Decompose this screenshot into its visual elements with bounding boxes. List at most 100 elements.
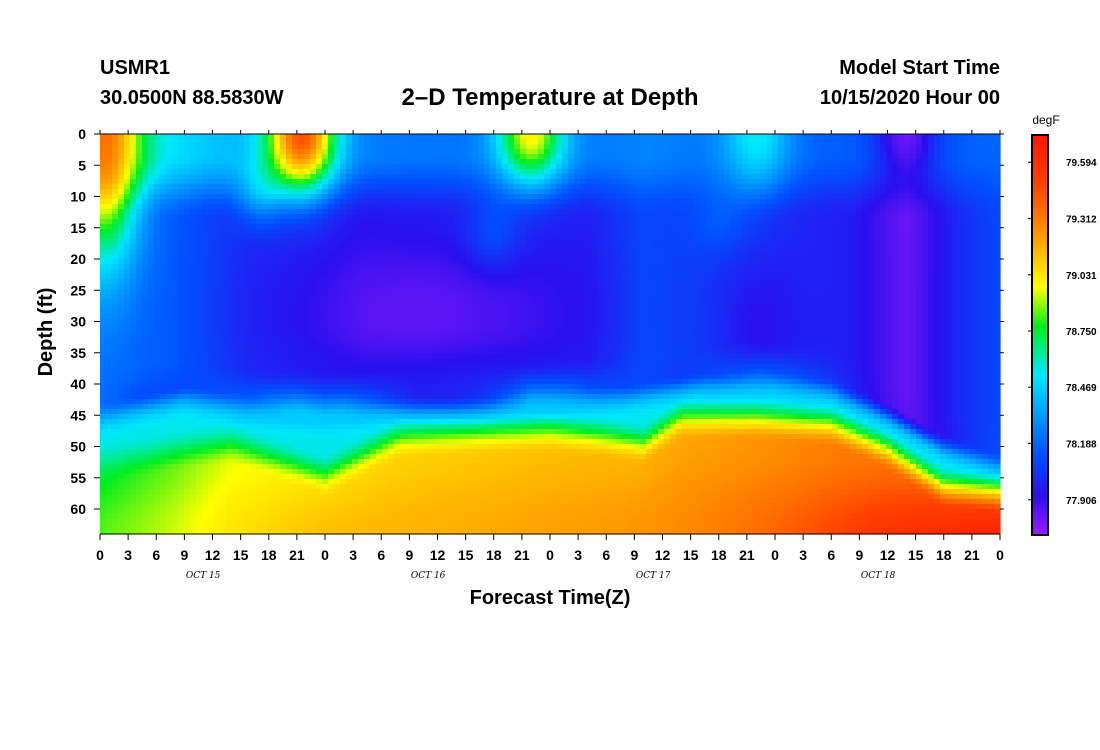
heatmap-cell (892, 159, 899, 165)
heatmap-cell (664, 234, 671, 240)
heatmap-cell (898, 134, 905, 140)
heatmap-cell (316, 294, 323, 300)
heatmap-cell (196, 164, 203, 170)
heatmap-cell (412, 264, 419, 270)
heatmap-cell (466, 194, 473, 200)
heatmap-cell (886, 189, 893, 195)
heatmap-cell (916, 264, 923, 270)
heatmap-cell (346, 279, 353, 285)
heatmap-cell (724, 284, 731, 290)
heatmap-cell (130, 259, 137, 265)
heatmap-cell (784, 229, 791, 235)
heatmap-cell (334, 139, 341, 145)
heatmap-cell (772, 249, 779, 255)
heatmap-cell (220, 259, 227, 265)
heatmap-cell (748, 239, 755, 245)
heatmap-cell (826, 139, 833, 145)
heatmap-cell (574, 269, 581, 275)
heatmap-cell (574, 254, 581, 260)
heatmap-cell (478, 274, 485, 280)
heatmap-cell (346, 179, 353, 185)
heatmap-cell (220, 269, 227, 275)
heatmap-cell (118, 254, 125, 260)
heatmap-cell (328, 254, 335, 260)
heatmap-cell (370, 254, 377, 260)
heatmap-cell (898, 264, 905, 270)
heatmap-cell (898, 274, 905, 280)
heatmap-cell (376, 159, 383, 165)
heatmap-cell (544, 174, 551, 180)
heatmap-cell (742, 179, 749, 185)
heatmap-cell (136, 204, 143, 210)
heatmap-cell (250, 159, 257, 165)
heatmap-cell (832, 154, 839, 160)
heatmap-cell (286, 144, 293, 150)
heatmap-cell (586, 224, 593, 230)
heatmap-cell (190, 199, 197, 205)
heatmap-cell (454, 149, 461, 155)
heatmap-cell (124, 214, 131, 220)
heatmap-cell (292, 299, 299, 305)
heatmap-cell (700, 289, 707, 295)
heatmap-cell (208, 189, 215, 195)
heatmap-cell (988, 199, 995, 205)
heatmap-cell (880, 164, 887, 170)
heatmap-cell (976, 184, 983, 190)
heatmap-cell (370, 244, 377, 250)
heatmap-cell (454, 274, 461, 280)
heatmap-cell (232, 149, 239, 155)
heatmap-cell (226, 144, 233, 150)
heatmap-cell (874, 229, 881, 235)
heatmap-cell (766, 159, 773, 165)
heatmap-cell (640, 189, 647, 195)
heatmap-cell (892, 204, 899, 210)
heatmap-cell (712, 229, 719, 235)
heatmap-cell (796, 219, 803, 225)
heatmap-cell (628, 204, 635, 210)
heatmap-cell (826, 284, 833, 290)
heatmap-cell (442, 159, 449, 165)
heatmap-cell (946, 224, 953, 230)
heatmap-cell (754, 199, 761, 205)
heatmap-cell (418, 284, 425, 290)
heatmap-cell (574, 149, 581, 155)
heatmap-cell (586, 199, 593, 205)
heatmap-cell (520, 159, 527, 165)
heatmap-cell (316, 184, 323, 190)
heatmap-cell (238, 239, 245, 245)
heatmap-cell (862, 204, 869, 210)
heatmap-cell (814, 169, 821, 175)
heatmap-cell (214, 199, 221, 205)
heatmap-cell (904, 144, 911, 150)
heatmap-cell (598, 244, 605, 250)
heatmap-cell (676, 209, 683, 215)
heatmap-cell (580, 174, 587, 180)
heatmap-cell (514, 264, 521, 270)
heatmap-cell (958, 209, 965, 215)
heatmap-cell (556, 214, 563, 220)
heatmap-cell (292, 139, 299, 145)
heatmap-cell (922, 179, 929, 185)
heatmap-cell (166, 229, 173, 235)
heatmap-cell (442, 144, 449, 150)
heatmap-cell (592, 209, 599, 215)
heatmap-cell (898, 259, 905, 265)
heatmap-cell (334, 144, 341, 150)
heatmap-cell (256, 264, 263, 270)
heatmap-cell (418, 159, 425, 165)
heatmap-cell (670, 244, 677, 250)
heatmap-cell (442, 149, 449, 155)
heatmap-cell (802, 189, 809, 195)
heatmap-cell (142, 284, 149, 290)
heatmap-cell (118, 229, 125, 235)
heatmap-cell (232, 259, 239, 265)
heatmap-cell (532, 214, 539, 220)
heatmap-cell (646, 284, 653, 290)
heatmap-cell (106, 179, 113, 185)
heatmap-cell (556, 249, 563, 255)
heatmap-cell (850, 249, 857, 255)
heatmap-cell (490, 214, 497, 220)
heatmap-cell (568, 189, 575, 195)
heatmap-cell (580, 184, 587, 190)
heatmap-cell (226, 159, 233, 165)
